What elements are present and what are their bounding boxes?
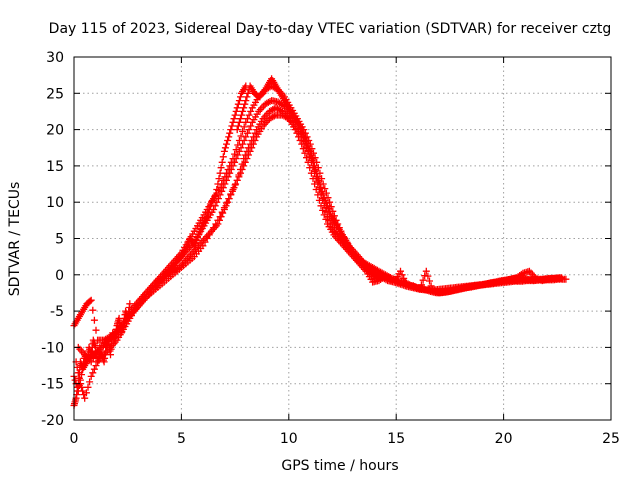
x-tick-label: 10 xyxy=(280,431,298,447)
x-tick-label: 0 xyxy=(70,431,79,447)
data-points xyxy=(233,75,383,282)
tick-labels: 0 5 10 15 20 25 -20 -15 -10 -5 0 5 10 15 20 25 30 xyxy=(41,50,620,447)
x-tick-label: 25 xyxy=(602,431,620,447)
ticks xyxy=(73,56,612,421)
y-tick-label: 30 xyxy=(46,50,64,66)
y-tick-label: 20 xyxy=(46,123,64,139)
y-tick-label: 10 xyxy=(46,195,64,211)
grid xyxy=(74,57,611,420)
x-tick-label: 5 xyxy=(177,431,186,447)
y-axis-label: SDTVAR / TECUs xyxy=(7,182,23,297)
x-axis-label: GPS time / hours xyxy=(281,458,398,474)
chart-title: Day 115 of 2023, Sidereal Day-to-day VTE… xyxy=(49,21,612,37)
series-sat-track-6 xyxy=(156,82,250,286)
y-tick-label: 5 xyxy=(55,232,64,248)
y-tick-label: -15 xyxy=(41,377,64,393)
x-tick-label: 15 xyxy=(387,431,405,447)
x-tick-label: 20 xyxy=(495,431,513,447)
y-tick-label: 15 xyxy=(46,159,64,175)
series-sat-track-5 xyxy=(233,75,383,282)
data-points xyxy=(156,82,250,286)
data-layer xyxy=(70,75,570,409)
y-tick-label: -10 xyxy=(41,340,64,356)
y-tick-label: -5 xyxy=(50,304,64,320)
y-tick-label: 25 xyxy=(46,86,64,102)
y-tick-label: -20 xyxy=(41,413,64,429)
y-tick-label: 0 xyxy=(55,268,64,284)
